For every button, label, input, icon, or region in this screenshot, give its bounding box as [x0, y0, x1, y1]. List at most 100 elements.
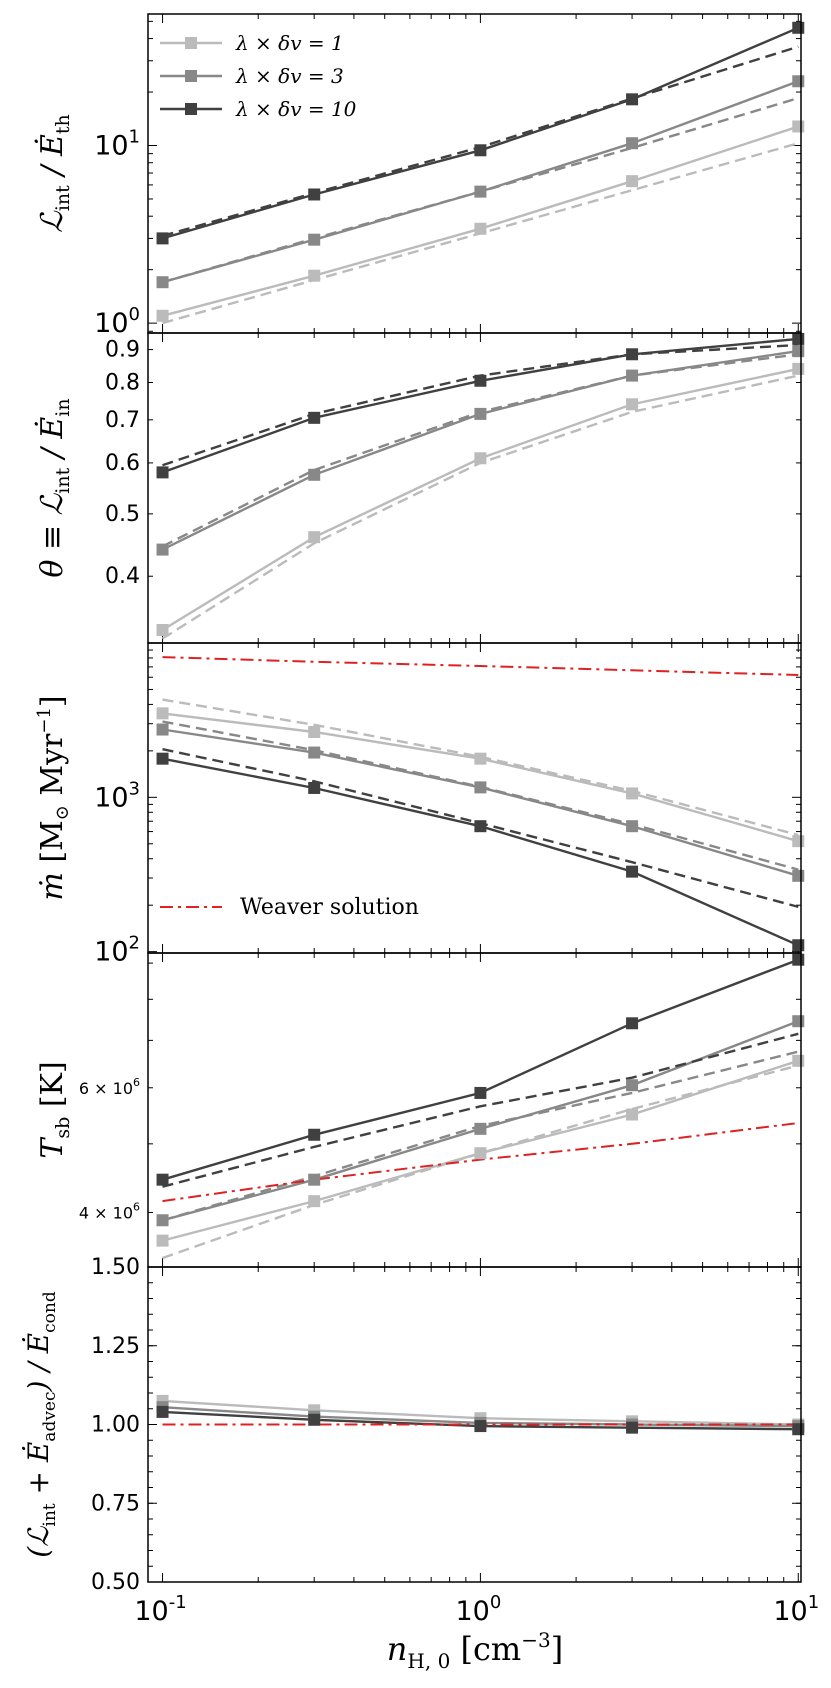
y-tick-label: 1.00	[91, 1413, 140, 1438]
x-axis-label: nH, 0 [cm−3]	[387, 1628, 563, 1673]
data-point-lambda_10	[156, 466, 169, 479]
data-point-lambda_1	[792, 1054, 805, 1067]
data-point-lambda_1	[308, 531, 321, 544]
data-point-lambda_3	[626, 369, 639, 382]
data-point-lambda_1	[156, 707, 169, 720]
data-point-lambda_3	[792, 75, 805, 88]
data-point-lambda_3	[626, 820, 639, 833]
data-point-lambda_1	[626, 175, 639, 188]
data-point-lambda_10	[474, 374, 487, 387]
data-point-lambda_10	[792, 953, 805, 966]
series-line-lambda_10	[162, 958, 799, 1181]
y-axis-label: Tsb [K]	[35, 1061, 74, 1158]
y-tick-label: 100	[94, 304, 140, 339]
y-tick-label: 0.9	[105, 338, 140, 363]
series-line-weaver-dashdot	[162, 1122, 799, 1203]
data-point-lambda_1	[308, 726, 321, 739]
data-point-lambda_3	[156, 543, 169, 556]
legend-marker-lambda_1	[185, 37, 197, 49]
data-point-lambda_3	[156, 723, 169, 736]
y-tick-label: 0.75	[91, 1491, 140, 1516]
data-point-lambda_10	[626, 1421, 639, 1434]
data-point-lambda_1	[156, 309, 169, 322]
data-point-lambda_10	[156, 752, 169, 765]
y-ticks	[147, 1266, 801, 1583]
data-point-lambda_1	[626, 398, 639, 411]
data-point-lambda_3	[474, 407, 487, 420]
y-axis-label: ℒint / Ėth	[34, 114, 74, 233]
data-point-lambda_1	[792, 835, 805, 848]
y-tick-label: 0.6	[105, 451, 140, 476]
y-tick-label: 0.4	[105, 564, 140, 589]
y-tick-label: 1.50	[91, 1255, 140, 1280]
data-point-lambda_10	[474, 820, 487, 833]
data-point-lambda_1	[474, 1147, 487, 1160]
data-point-lambda_1	[792, 362, 805, 375]
data-point-lambda_1	[308, 1195, 321, 1208]
data-point-lambda_3	[474, 1122, 487, 1135]
data-point-lambda_10	[308, 1413, 321, 1426]
weaver-legend: Weaver solution	[160, 895, 419, 920]
y-tick-label: 0.8	[105, 370, 140, 395]
y-tick-label: 6 × 106	[79, 1076, 140, 1098]
y-ticks	[147, 953, 801, 1267]
data-point-lambda_1	[792, 120, 805, 133]
data-point-lambda_3	[474, 781, 487, 794]
panel-energy-balance: 0.50 0.75 1.00 1.25 1.50 (ℒint + Ėadvec) / Ėc…	[22, 1255, 805, 1595]
data-point-lambda_3	[308, 468, 321, 481]
series-line-lambda_1-dashed	[162, 1064, 799, 1260]
data-point-lambda_1	[474, 222, 487, 235]
data-point-lambda_10	[156, 1405, 169, 1418]
data-point-lambda_10	[308, 1128, 321, 1141]
data-point-lambda_3	[792, 869, 805, 882]
data-point-lambda_3	[308, 233, 321, 246]
data-point-lambda_10	[626, 93, 639, 106]
data-point-lambda_1	[474, 752, 487, 765]
panel-frame	[147, 13, 802, 334]
series-group	[162, 958, 799, 1260]
y-tick-label: 4 × 106	[79, 1200, 140, 1222]
legend-label: λ × δv = 10	[235, 97, 357, 121]
data-point-lambda_3	[792, 345, 805, 358]
data-point-lambda_10	[626, 1017, 639, 1030]
data-point-lambda_3	[156, 1214, 169, 1227]
data-point-lambda_10	[792, 332, 805, 345]
series-line-lambda_3	[162, 728, 799, 877]
panel-mass-loading: 102 103 ṁ [M⊙ Myr−1]	[34, 642, 805, 968]
data-point-lambda_10	[156, 232, 169, 245]
data-point-lambda_3	[626, 137, 639, 150]
y-tick-label: 103	[94, 778, 140, 813]
x-tick-label: 101	[773, 1592, 819, 1627]
data-point-lambda_10	[308, 781, 321, 794]
series-line-weaver-dashdot	[162, 656, 799, 676]
panel-energy-loss-ratio: 100 101 ℒint / Ėth	[34, 13, 805, 339]
data-point-lambda_10	[156, 1173, 169, 1186]
data-point-lambda_3	[626, 1079, 639, 1092]
y-tick-label: 1.25	[91, 1334, 140, 1359]
x-tick-label: 100	[455, 1592, 501, 1627]
legend: λ × δv = 1 λ × δv = 3 λ × δv = 10	[160, 31, 357, 121]
y-axis-label: (ℒint + Ėadvec) / Ėcond	[22, 1291, 60, 1558]
data-point-lambda_3	[308, 746, 321, 759]
legend-label: λ × δv = 1	[235, 31, 344, 55]
panel-frame	[147, 1266, 802, 1583]
legend-marker-lambda_3	[185, 70, 197, 82]
data-point-lambda_3	[308, 1173, 321, 1186]
series-line-lambda_10-dashed	[162, 1032, 799, 1188]
data-point-lambda_1	[474, 452, 487, 465]
panel-theta: 0.4 0.5 0.6 0.7 0.8 0.9 θ ≡ ℒint / Ėin	[34, 332, 805, 644]
series-line-lambda_10-dashed	[162, 343, 799, 467]
y-tick-label: 101	[94, 127, 140, 162]
data-point-lambda_10	[792, 1423, 805, 1436]
data-point-lambda_10	[308, 188, 321, 201]
data-point-lambda_3	[474, 185, 487, 198]
data-point-lambda_3	[792, 1015, 805, 1028]
data-point-lambda_10	[308, 411, 321, 424]
y-ticks	[147, 14, 801, 333]
data-point-lambda_10	[474, 1420, 487, 1433]
data-point-lambda_10	[626, 348, 639, 361]
data-point-lambda_3	[156, 276, 169, 289]
series-line-lambda_3	[162, 1020, 799, 1222]
